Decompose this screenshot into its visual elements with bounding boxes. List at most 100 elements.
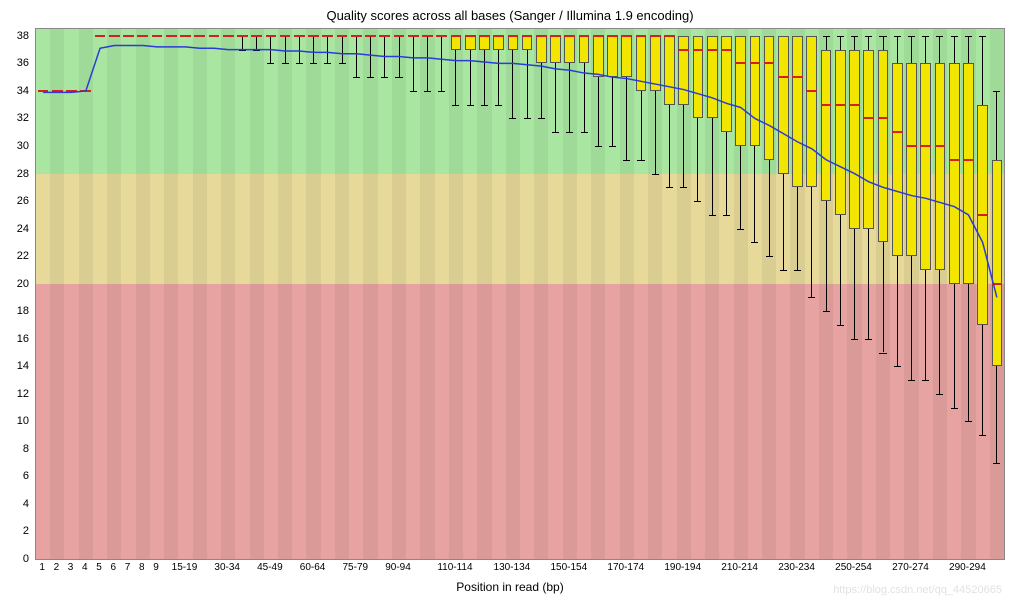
whisker-cap [353,77,360,78]
column-stripe [335,29,349,559]
column-stripe [150,29,164,559]
whisker-cap [367,77,374,78]
x-tick-label: 60-64 [300,562,326,573]
x-tick-label: 3 [68,562,74,573]
iqr-box [579,36,590,64]
median-line [778,76,789,78]
whisker-cap [965,36,972,37]
y-tick-label: 20 [17,278,29,290]
median-line [949,159,960,161]
column-stripe [136,29,150,559]
whisker-cap [438,91,445,92]
whisker-cap [581,132,588,133]
whisker-cap [495,105,502,106]
whisker [370,36,371,77]
median-line [66,90,77,92]
whisker [384,36,385,77]
iqr-box [750,36,761,146]
x-tick-label: 15-19 [172,562,198,573]
median-line [280,35,291,37]
x-tick-label: 210-214 [721,562,758,573]
whisker-cap [808,297,815,298]
iqr-box [778,36,789,174]
y-axis-labels: 02468101214161820222426283032343638 [0,28,33,560]
whisker [427,36,428,91]
iqr-box [465,36,476,50]
whisker-cap [965,421,972,422]
median-line [821,104,832,106]
x-tick-label: 6 [111,562,117,573]
whisker [242,36,243,50]
median-line [322,35,333,37]
y-tick-label: 28 [17,168,29,180]
x-tick-label: 4 [82,562,88,573]
whisker-cap [637,160,644,161]
median-line [166,35,177,37]
y-tick-label: 10 [17,415,29,427]
iqr-box [536,36,547,64]
x-tick-label: 270-274 [892,562,929,573]
plot-area [35,28,1005,560]
column-stripe [164,29,178,559]
whisker [327,36,328,64]
column-stripe [492,29,506,559]
column-stripe [292,29,306,559]
x-tick-label: 5 [96,562,102,573]
median-line [152,35,163,37]
median-line [806,90,817,92]
whisker-cap [823,311,830,312]
column-stripe [64,29,78,559]
whisker-cap [709,215,716,216]
whisker-cap [865,36,872,37]
y-tick-label: 2 [23,525,29,537]
median-line [109,35,120,37]
median-line [550,35,561,37]
whisker [299,36,300,64]
column-stripe [207,29,221,559]
whisker-cap [538,118,545,119]
median-line [365,35,376,37]
column-stripe [250,29,264,559]
quality-boxplot-chart: Quality scores across all bases (Sanger … [0,0,1020,600]
iqr-box [935,63,946,269]
y-tick-label: 34 [17,85,29,97]
median-line [564,35,575,37]
median-line [308,35,319,37]
median-line [920,145,931,147]
median-line [906,145,917,147]
column-stripe [221,29,235,559]
iqr-box [806,36,817,187]
whisker-cap [951,36,958,37]
whisker-cap [851,339,858,340]
iqr-box [593,36,604,77]
x-tick-label: 190-194 [664,562,701,573]
whisker-cap [282,63,289,64]
median-line [379,35,390,37]
median-line [251,35,262,37]
y-tick-label: 0 [23,553,29,565]
whisker-cap [751,242,758,243]
column-stripe [435,29,449,559]
median-line [522,35,533,37]
whisker-cap [936,36,943,37]
iqr-box [621,36,632,77]
x-tick-label: 2 [54,562,60,573]
whisker-cap [908,380,915,381]
y-tick-label: 26 [17,195,29,207]
whisker-cap [552,132,559,133]
whisker-cap [595,146,602,147]
median-line [721,49,732,51]
median-line [479,35,490,37]
x-tick-label: 230-234 [778,562,815,573]
whisker-cap [908,36,915,37]
median-line [636,35,647,37]
whisker-cap [766,256,773,257]
y-tick-label: 36 [17,57,29,69]
iqr-box [849,50,860,229]
whisker-cap [951,408,958,409]
whisker [441,36,442,91]
median-line [194,35,205,37]
iqr-box [892,63,903,256]
whisker [399,36,400,77]
iqr-box [821,50,832,201]
